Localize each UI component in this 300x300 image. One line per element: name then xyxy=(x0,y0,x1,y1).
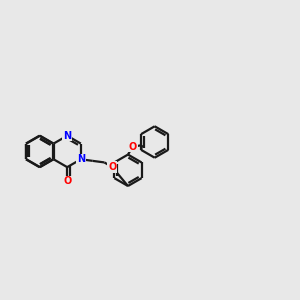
Text: O: O xyxy=(129,142,137,152)
Text: O: O xyxy=(63,176,71,186)
Text: N: N xyxy=(77,154,85,164)
Text: N: N xyxy=(63,131,71,141)
Text: O: O xyxy=(108,162,116,172)
